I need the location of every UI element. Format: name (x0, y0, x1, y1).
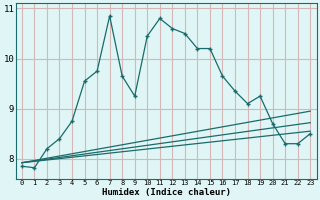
X-axis label: Humidex (Indice chaleur): Humidex (Indice chaleur) (101, 188, 231, 197)
